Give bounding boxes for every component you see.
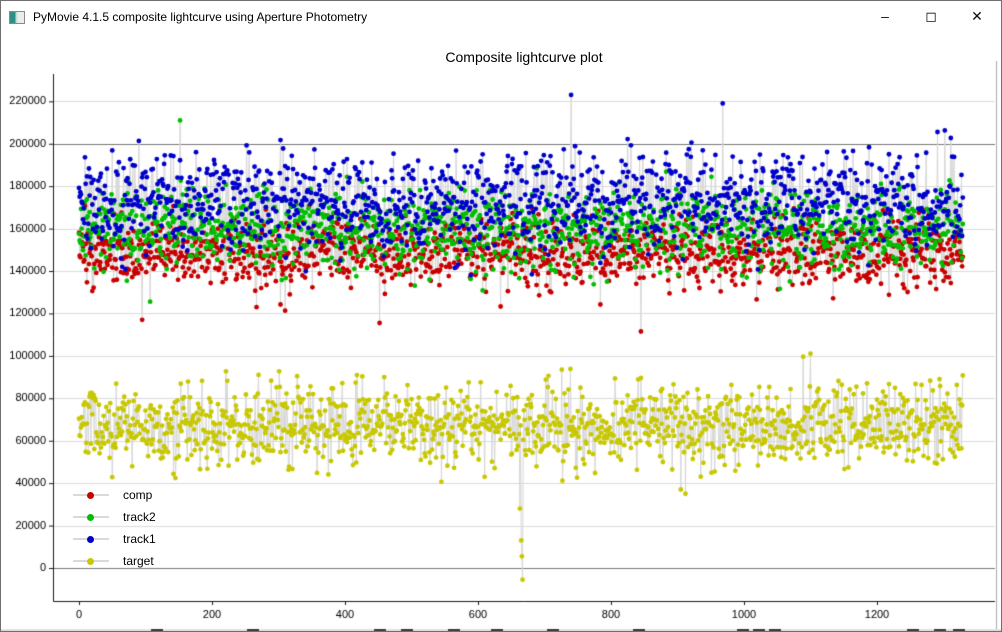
- title-bar[interactable]: PyMovie 4.1.5 composite lightcurve using…: [1, 1, 1001, 33]
- legend-entry-target[interactable]: target: [73, 550, 156, 572]
- app-icon: [9, 10, 25, 24]
- plot-title: Composite lightcurve plot: [445, 49, 603, 65]
- legend-label: comp: [123, 488, 153, 502]
- legend-line-sample: [73, 491, 109, 499]
- lightcurve-plot-canvas[interactable]: [1, 33, 1001, 631]
- close-button[interactable]: ✕: [971, 8, 983, 24]
- legend-line-sample: [73, 513, 109, 521]
- legend-marker-dot: [87, 491, 94, 499]
- window-controls: – ◻ ✕: [862, 1, 1000, 33]
- legend-label: track2: [123, 510, 156, 524]
- legend-label: track1: [123, 532, 156, 546]
- legend-line-sample: [73, 557, 109, 565]
- window-title: PyMovie 4.1.5 composite lightcurve using…: [33, 10, 368, 24]
- legend-entry-track1[interactable]: track1: [73, 528, 156, 550]
- legend-label: target: [123, 554, 154, 568]
- legend-entry-track2[interactable]: track2: [73, 506, 156, 528]
- legend-entry-comp[interactable]: comp: [73, 484, 156, 506]
- plot-legend[interactable]: comp track2 track1 target: [73, 484, 156, 572]
- maximize-button[interactable]: ◻: [925, 8, 937, 24]
- minimize-button[interactable]: –: [881, 8, 889, 24]
- legend-marker-dot: [87, 513, 94, 521]
- legend-marker-dot: [87, 535, 94, 543]
- legend-line-sample: [73, 535, 109, 543]
- legend-marker-dot: [87, 557, 94, 565]
